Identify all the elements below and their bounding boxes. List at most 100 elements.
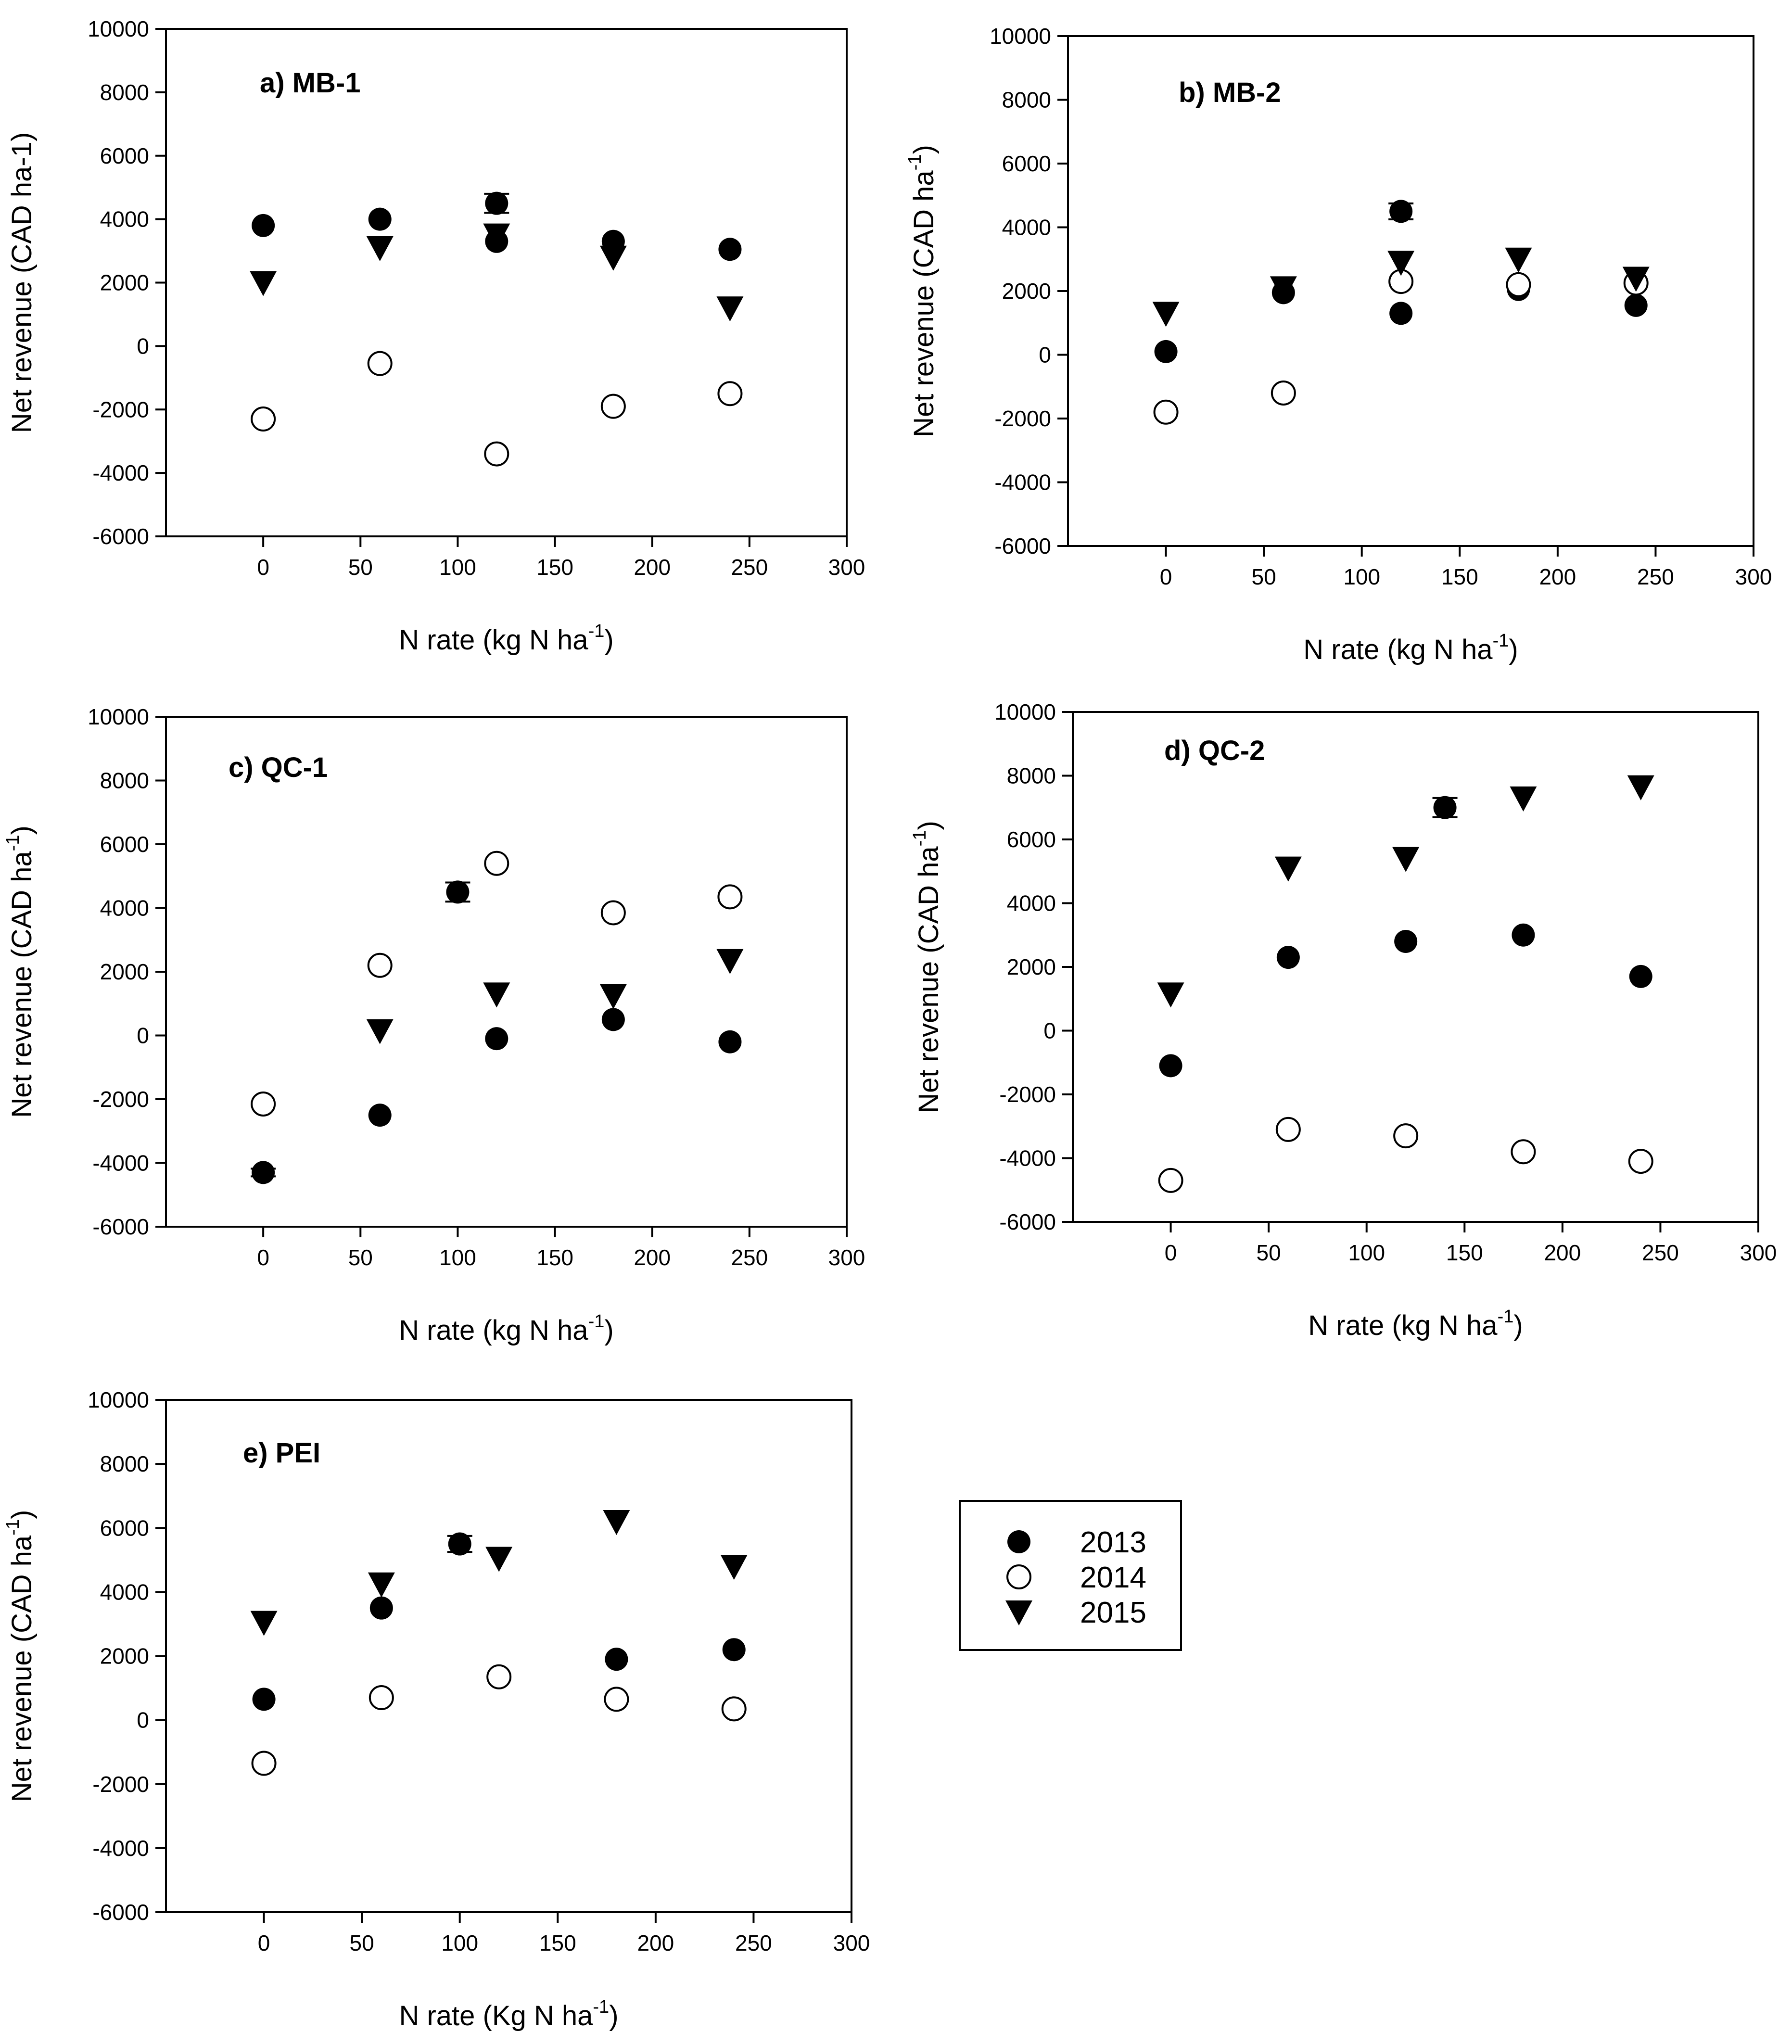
data-point-2014 <box>600 900 626 926</box>
y-tick-label: 6000 <box>1007 827 1056 852</box>
x-tick-label: 200 <box>1544 1240 1581 1265</box>
y-tick-label: 8000 <box>100 768 149 793</box>
x-tick-label: 100 <box>1348 1240 1385 1265</box>
x-tick-label: 200 <box>1539 564 1576 589</box>
x-tick-label: 50 <box>1257 1240 1281 1265</box>
data-point-2015 <box>485 1547 513 1572</box>
y-tick-label: 10000 <box>88 16 149 41</box>
y-tick-label: 2000 <box>1002 279 1051 304</box>
y-tick-label: -6000 <box>92 524 149 549</box>
y-tick-label: 10000 <box>990 24 1051 49</box>
data-point-2013 <box>1389 200 1413 223</box>
panel-title: b) MB-2 <box>1179 77 1281 108</box>
data-point-2015 <box>1274 856 1302 882</box>
x-tick-label: 150 <box>536 555 573 580</box>
y-tick-label: -4000 <box>92 1836 149 1861</box>
data-point-2013 <box>1512 923 1535 947</box>
data-point-2013 <box>1394 930 1418 953</box>
x-tick-label: 200 <box>634 1245 671 1270</box>
x-tick-label: 250 <box>1637 564 1674 589</box>
data-point-2014 <box>251 1751 277 1776</box>
y-tick-label: 4000 <box>100 896 149 921</box>
x-axis-label: N rate (kg N ha-1) <box>1308 1307 1523 1341</box>
y-axis-label: Net revenue (CAD ha-1) <box>910 821 944 1113</box>
x-tick-label: 250 <box>731 555 768 580</box>
x-tick-label: 200 <box>634 555 671 580</box>
data-point-2014 <box>486 1664 512 1689</box>
data-point-2014 <box>1153 399 1179 425</box>
data-point-2014 <box>251 406 276 432</box>
legend-box <box>959 1500 1182 1651</box>
data-point-2015 <box>599 984 627 1009</box>
data-point-2013 <box>1624 293 1648 317</box>
data-point-2014 <box>1628 1149 1653 1174</box>
data-point-2014 <box>484 851 509 876</box>
data-point-2015 <box>603 1510 630 1535</box>
x-tick-label: 0 <box>258 1930 270 1955</box>
data-point-2014 <box>1271 381 1296 406</box>
y-tick-label: 10000 <box>88 1387 149 1412</box>
x-tick-label: 0 <box>1165 1240 1177 1265</box>
y-tick-label: 6000 <box>100 832 149 857</box>
y-tick-label: -4000 <box>999 1146 1056 1171</box>
x-tick-label: 150 <box>539 1930 576 1955</box>
x-tick-label: 250 <box>731 1245 768 1270</box>
x-tick-label: 100 <box>439 555 476 580</box>
panel-1: 0 50 100 150 200 250 300 -6000 -4000 -2000 0 2000 40… <box>905 24 1772 665</box>
y-axis-label: Net revenue (CAD ha-1) <box>3 825 38 1118</box>
y-tick-label: 2000 <box>100 270 149 295</box>
data-point-2013 <box>368 1104 392 1127</box>
y-tick-label: 8000 <box>100 80 149 105</box>
x-tick-label: 150 <box>1446 1240 1483 1265</box>
data-point-2014 <box>717 884 743 910</box>
y-tick-label: 0 <box>137 333 149 358</box>
y-tick-label: 10000 <box>88 704 149 729</box>
x-axis-label: N rate (kg N ha-1) <box>399 621 613 656</box>
data-point-2014 <box>1511 1139 1536 1165</box>
data-point-2014 <box>369 1685 394 1711</box>
x-tick-label: 100 <box>439 1245 476 1270</box>
data-point-2013 <box>369 1596 393 1620</box>
panel-4: 0 50 100 150 200 250 300 -6000 -4000 -2000 0 2000 40… <box>3 1387 870 2031</box>
data-point-2015 <box>1157 982 1184 1008</box>
y-tick-label: 4000 <box>1007 891 1056 916</box>
y-tick-label: 8000 <box>1007 763 1056 788</box>
legend-marker-2014 <box>1006 1564 1031 1589</box>
y-tick-label: -2000 <box>999 1082 1056 1107</box>
y-tick-label: -2000 <box>92 397 149 422</box>
data-point-2014 <box>1506 272 1531 297</box>
x-tick-label: 250 <box>1642 1240 1679 1265</box>
x-tick-label: 300 <box>833 1930 870 1955</box>
panel-2: 0 50 100 150 200 250 300 -6000 -4000 -2000 0 2000 40… <box>3 704 865 1346</box>
data-point-2015 <box>1387 251 1415 276</box>
y-tick-label: -6000 <box>999 1209 1056 1234</box>
data-point-2015 <box>366 236 394 261</box>
legend-label: 2015 <box>1080 1596 1146 1629</box>
data-point-2013 <box>722 1638 746 1662</box>
data-point-2014 <box>484 441 509 467</box>
data-point-2013 <box>718 1030 742 1054</box>
panel-0: 0 50 100 150 200 250 300 -6000 -4000 -2000 0 2000 40… <box>6 16 865 656</box>
data-point-2013 <box>446 880 470 904</box>
panel-title: e) PEI <box>243 1437 320 1469</box>
x-tick-label: 100 <box>441 1930 478 1955</box>
y-tick-label: 0 <box>137 1708 149 1733</box>
y-axis-label: Net revenue (CAD ha-1) <box>6 132 38 433</box>
data-point-2013 <box>601 1008 625 1031</box>
data-point-2014 <box>717 381 743 406</box>
data-point-2015 <box>368 1572 395 1598</box>
legend-marker-2015 <box>1005 1600 1032 1625</box>
data-point-2015 <box>250 1611 278 1636</box>
data-point-2015 <box>366 1019 394 1044</box>
data-point-2013 <box>1629 965 1652 988</box>
data-point-2013 <box>605 1648 628 1671</box>
panel-title: a) MB-1 <box>260 67 360 99</box>
data-point-2013 <box>485 191 508 215</box>
y-tick-label: 6000 <box>100 1515 149 1540</box>
y-tick-label: -6000 <box>92 1214 149 1239</box>
plot-frame <box>1072 711 1759 1223</box>
x-tick-label: 0 <box>257 555 269 580</box>
data-point-2014 <box>1158 1168 1183 1193</box>
data-point-2014 <box>1393 1123 1419 1149</box>
